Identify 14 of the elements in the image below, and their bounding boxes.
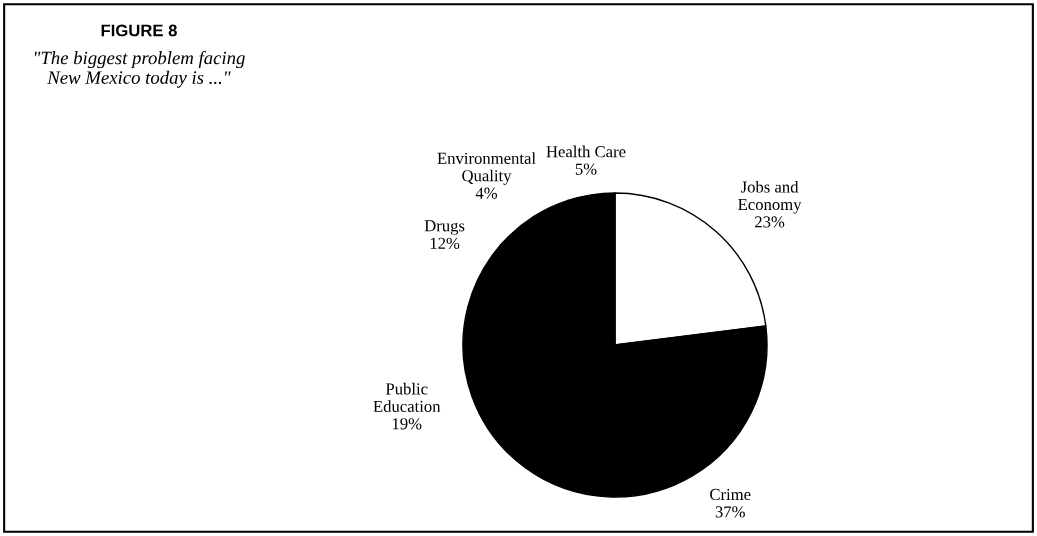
slice-label: Environmental Quality [437,152,536,185]
text: FIGURE 8 [101,24,177,37]
slice-label: Drugs [424,220,465,235]
slice-label: Crime [710,488,751,501]
slice-label: Health Care [546,145,626,158]
text: "The biggest problem facing New Mexico today is ..." [34,50,245,88]
data-label: 12% [430,237,460,249]
data-label: 5% [575,163,597,175]
data-label: 4% [475,187,498,199]
slice-label: Public Education [373,382,441,412]
data-label: 19% [392,418,422,430]
data-label: 23% [755,216,785,228]
slice-label: Jobs and Economy [738,180,802,214]
data-label: 37% [715,506,745,518]
